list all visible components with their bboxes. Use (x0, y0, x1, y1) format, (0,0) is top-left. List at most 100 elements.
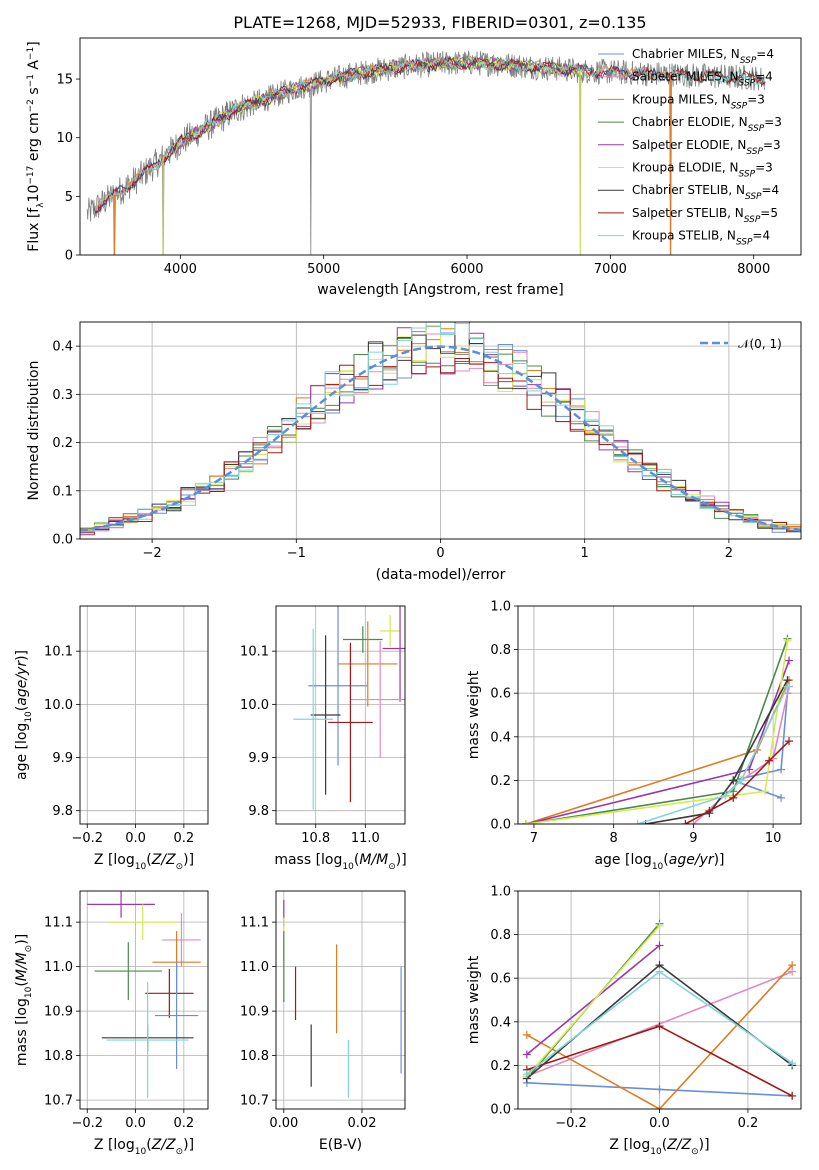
y-tick-label: 0 (65, 249, 73, 264)
y-tick-label: 0.4 (52, 340, 73, 355)
x-tick-label: −1 (287, 546, 306, 561)
y-tick-label: 0.4 (490, 730, 511, 745)
x-tick-label: −2 (143, 546, 162, 561)
legend: 𝒩(0, 1) (700, 337, 782, 351)
point-marker (788, 1059, 797, 1068)
panel-residuals: −2 −1 0 1 2 0.0 0.1 0.2 0.3 0.4 𝒩(0, 1) (data-model… (26, 321, 802, 583)
series-kroupa-elodie (526, 925, 661, 1077)
x-tick-label: 6000 (450, 262, 483, 277)
x-tick-label: 8000 (737, 262, 770, 277)
x-tick-label: 11.0 (351, 831, 380, 846)
panel-mass-vs-z: −0.2 0.0 0.2 10.7 10.8 10.9 11.0 11.1 Z [log10(Z… (14, 890, 209, 1157)
x-tick-label: 0.02 (348, 1116, 377, 1131)
y-tick-label: 11.1 (240, 916, 269, 931)
plot-area (521, 634, 794, 824)
y-tick-label: 0.6 (490, 972, 511, 987)
x-tick-label: 8 (610, 831, 618, 846)
point-marker (633, 820, 642, 824)
panel-massweight-vs-z: −0.2 0.0 0.2 0.0 0.2 0.4 0.6 0.8 1.0 Z [log10(Z/Z… (466, 885, 802, 1157)
y-tick-label: 0.1 (52, 484, 73, 499)
y-tick-label: 11.0 (44, 960, 73, 975)
y-tick-label: 5 (65, 190, 73, 205)
y-tick-label: 10.1 (240, 645, 269, 660)
legend-entry: Kroupa MILES, NSSP=3 (632, 92, 765, 111)
x-tick-label: 1 (581, 546, 589, 561)
legend-entry: Salpeter STELIB, NSSP=5 (632, 206, 778, 225)
x-tick-label: 0 (436, 546, 444, 561)
figure-title: PLATE=1268, MJD=52933, FIBERID=0301, z=0… (233, 13, 646, 32)
point-marker (521, 820, 530, 824)
point-marker (655, 1105, 664, 1109)
x-axis-label: Z [log10(Z/Z⊙)] (94, 852, 194, 872)
legend-entry: Chabrier STELIB, NSSP=4 (632, 183, 779, 202)
point-marker (522, 1070, 531, 1079)
series-chabrier-miles (730, 693, 789, 799)
point-marker (522, 1050, 531, 1059)
x-axis-label: Z [log10(Z/Z⊙)] (94, 1137, 194, 1157)
series-kroupa-elodie (525, 640, 789, 824)
y-tick-label: 10 (56, 131, 73, 146)
series-kroupa-miles (525, 679, 790, 824)
y-tick-label: 0.3 (52, 388, 73, 403)
y-axis-label: Normed distribution (26, 361, 42, 501)
plot-area (87, 891, 201, 1098)
axes-frame (275, 605, 406, 825)
axes-frame (275, 890, 406, 1110)
x-axis-label: age [log10(age/yr)] (594, 852, 724, 872)
y-tick-label: 0.4 (490, 1015, 511, 1030)
y-tick-label: 1.0 (490, 600, 511, 615)
point-marker (785, 737, 794, 746)
y-tick-label: 11.0 (240, 960, 269, 975)
legend-entry: 𝒩(0, 1) (738, 337, 782, 351)
y-tick-label: 0.2 (490, 1059, 511, 1074)
x-tick-label: 7000 (594, 262, 627, 277)
model-line-kroupa-stelib (93, 56, 766, 214)
point-marker (729, 793, 738, 802)
x-tick-label: −0.2 (71, 831, 103, 846)
y-axis-label: mass weight (466, 670, 482, 759)
x-axis-label: Z [log10(Z/Z⊙)] (609, 1137, 709, 1157)
series-chabrier-elodie (525, 638, 789, 824)
x-tick-label: 7 (530, 831, 538, 846)
y-tick-label: 0.8 (490, 643, 511, 658)
y-tick-label: 10.8 (240, 1049, 269, 1064)
y-tick-label: 11.1 (44, 916, 73, 931)
y-axis-label: Flux [fλ10−17 erg cm−2 s−1 A−1] (26, 41, 46, 251)
y-tick-label: 0.0 (490, 818, 511, 833)
point-marker (681, 820, 690, 824)
plot-area (522, 919, 797, 1109)
point-marker (721, 791, 730, 800)
panel-mass-vs-ebv: 0.00 0.02 10.7 10.8 10.9 11.0 11.1 E(B-V) (240, 890, 406, 1153)
y-tick-label: 9.8 (248, 804, 269, 819)
y-tick-label: 0.0 (52, 533, 73, 548)
point-marker (783, 682, 792, 691)
axes-frame (517, 890, 802, 1110)
point-marker (761, 787, 770, 796)
y-tick-label: 10.9 (44, 1005, 73, 1020)
x-tick-label: 10 (765, 831, 782, 846)
axes-frame (79, 37, 802, 256)
point-marker (655, 1022, 664, 1031)
y-axis-label: age [log10(age/yr)] (14, 650, 34, 780)
x-tick-label: 0.2 (174, 831, 195, 846)
model-line-salpeter-stelib (94, 55, 766, 214)
x-axis-label: (data-model)/error (376, 567, 506, 583)
point-marker (785, 656, 794, 665)
series-kroupa-miles (526, 964, 793, 1109)
y-tick-label: 0.2 (52, 436, 73, 451)
y-tick-label: 0.6 (490, 687, 511, 702)
normal-curve (80, 345, 801, 532)
y-tick-label: 10.7 (44, 1094, 73, 1109)
axes-frame (79, 605, 209, 825)
x-tick-label: 9 (689, 831, 697, 846)
x-axis-label: wavelength [Angstrom, rest frame] (317, 282, 563, 298)
histogram-kroupa-stelib (80, 322, 801, 539)
panel-massweight-vs-age: 7 8 9 10 0.0 0.2 0.4 0.6 0.8 1.0 age [log10(age/yr… (466, 600, 802, 872)
legend-entry: Salpeter MILES, NSSP=4 (632, 70, 773, 89)
x-axis-label: E(B-V) (319, 1137, 362, 1153)
point-marker (729, 776, 738, 785)
plot-area (80, 322, 801, 539)
y-tick-label: 0.2 (490, 774, 511, 789)
x-tick-label: 0.0 (125, 831, 146, 846)
